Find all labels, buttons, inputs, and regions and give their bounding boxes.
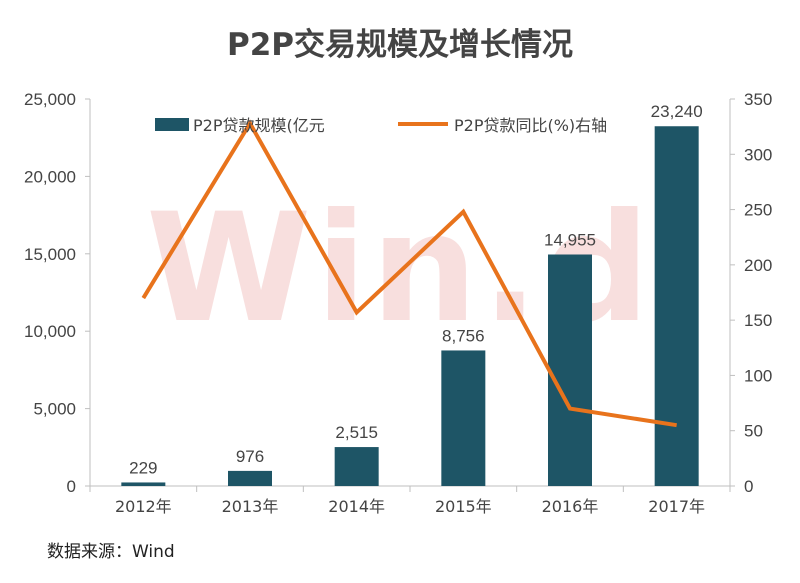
bar-data-label: 2,515 [335,423,378,442]
x-tick-label: 2012年 [115,497,172,516]
bar-data-label: 14,955 [544,230,596,249]
growth-line [141,119,677,428]
legend-bar-swatch [155,118,189,131]
bar-data-label: 8,756 [442,326,485,345]
right-tick-label: 250 [744,201,772,220]
left-tick-label: 15,000 [24,245,76,264]
x-tick-label: 2014年 [328,497,385,516]
right-tick-label: 350 [744,90,772,109]
left-tick-label: 25,000 [24,90,76,109]
x-tick-label: 2016年 [542,497,599,516]
x-tick-label: 2017年 [648,497,705,516]
bar-1 [121,482,166,486]
bar-data-labels: 229 976 2,515 8,756 14,955 23,240 [129,102,703,477]
bar-6 [654,126,699,486]
bar-2 [228,470,272,486]
line-series [141,119,677,428]
bar-series [121,126,699,486]
right-tick-label: 50 [744,422,763,441]
bar-4 [441,350,486,486]
bar-3 [334,447,379,486]
legend-line-label: P2P贷款同比(%)右轴 [454,116,607,135]
right-tick-label: 150 [744,311,772,330]
right-tick-label: 100 [744,366,772,385]
right-tick-label: 0 [744,477,753,496]
bar-data-label: 976 [236,447,264,466]
right-tick-label: 200 [744,256,772,275]
left-tick-label: 20,000 [24,167,76,186]
x-tick-label: 2013年 [222,497,279,516]
left-tick-label: 5,000 [33,400,76,419]
right-axis-tick-labels: 0 50 100 150 200 250 300 350 [744,90,772,496]
source-note: 数据来源：Wind [47,542,175,562]
legend-bar-label: P2P贷款规模(亿元 [193,116,325,135]
bar-data-label: 23,240 [651,102,703,121]
left-tick-label: 10,000 [24,322,76,341]
left-tick-label: 0 [67,477,76,496]
x-axis-tick-labels: 2012年 2013年 2014年 2015年 2016年 2017年 [115,497,705,516]
x-tick-label: 2015年 [435,497,492,516]
bar-data-label: 229 [129,458,157,477]
legend: P2P贷款规模(亿元 P2P贷款同比(%)右轴 [155,116,607,135]
left-axis-tick-labels: 0 5,000 10,000 15,000 20,000 25,000 [24,90,76,496]
bar-5 [548,254,592,486]
right-tick-label: 300 [744,145,772,164]
chart-title: P2P交易规模及增长情况 [227,27,573,63]
axes [85,98,735,492]
